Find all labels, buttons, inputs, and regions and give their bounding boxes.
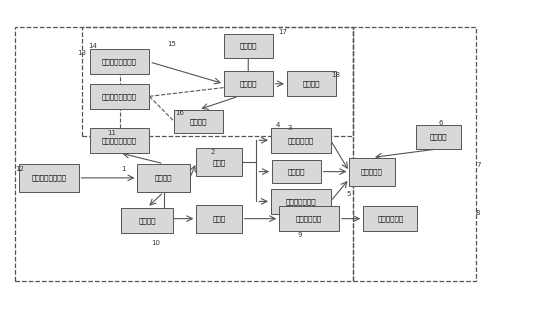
Text: 17: 17 [278, 29, 287, 35]
Text: 变压器: 变压器 [212, 159, 225, 165]
FancyBboxPatch shape [224, 71, 273, 96]
Text: 8: 8 [476, 209, 480, 215]
FancyBboxPatch shape [350, 158, 394, 186]
FancyBboxPatch shape [174, 110, 223, 133]
Text: 自检系统: 自检系统 [429, 134, 447, 140]
Text: 9: 9 [298, 232, 302, 238]
FancyBboxPatch shape [363, 206, 417, 231]
Text: 6: 6 [439, 120, 443, 126]
Text: 报警模块: 报警模块 [138, 217, 156, 224]
Text: 2: 2 [211, 149, 215, 155]
Text: 第二无线发射模块: 第二无线发射模块 [102, 59, 137, 65]
Text: 市政照明灯: 市政照明灯 [361, 168, 383, 175]
FancyBboxPatch shape [196, 204, 242, 233]
Text: 13: 13 [77, 49, 86, 55]
FancyBboxPatch shape [416, 125, 461, 149]
FancyBboxPatch shape [137, 164, 190, 192]
Text: 电波感应模块: 电波感应模块 [296, 215, 322, 222]
Text: 第一无线发射模块: 第一无线发射模块 [102, 137, 137, 144]
Text: 16: 16 [175, 110, 184, 116]
FancyBboxPatch shape [90, 49, 150, 74]
Text: 第二无线接收模块: 第二无线接收模块 [31, 175, 66, 181]
Text: 计时模块: 计时模块 [288, 168, 305, 175]
Text: 18: 18 [331, 72, 340, 78]
Text: 第一无线接收模块: 第一无线接收模块 [102, 93, 137, 100]
FancyBboxPatch shape [271, 128, 331, 153]
Text: 1: 1 [121, 166, 126, 172]
Text: 输入模块: 输入模块 [302, 81, 320, 87]
Text: 移动终端: 移动终端 [239, 81, 257, 87]
Text: 5: 5 [347, 191, 351, 197]
Text: 变压器: 变压器 [212, 215, 225, 222]
FancyBboxPatch shape [279, 206, 339, 231]
FancyBboxPatch shape [121, 208, 173, 233]
FancyBboxPatch shape [90, 84, 150, 109]
Text: 光线感应模块: 光线感应模块 [288, 137, 314, 144]
Text: 7: 7 [476, 163, 480, 169]
Text: 10: 10 [151, 240, 160, 246]
Text: 红外线感应模块: 红外线感应模块 [285, 198, 316, 205]
FancyBboxPatch shape [287, 71, 336, 96]
Text: 储存模块: 储存模块 [190, 118, 207, 125]
FancyBboxPatch shape [196, 148, 242, 176]
Text: 15: 15 [167, 41, 177, 47]
Text: 12: 12 [15, 166, 24, 172]
FancyBboxPatch shape [90, 128, 150, 153]
Text: 14: 14 [88, 43, 97, 49]
FancyBboxPatch shape [224, 34, 273, 58]
FancyBboxPatch shape [271, 189, 331, 214]
FancyBboxPatch shape [19, 164, 79, 192]
FancyBboxPatch shape [272, 160, 321, 183]
Text: 显示模块: 显示模块 [239, 43, 257, 49]
Text: 11: 11 [107, 130, 116, 136]
Text: 4: 4 [276, 122, 280, 128]
Text: 居民用电设备: 居民用电设备 [377, 215, 403, 222]
Text: 控制终端: 控制终端 [155, 175, 172, 181]
Text: 3: 3 [287, 125, 291, 131]
